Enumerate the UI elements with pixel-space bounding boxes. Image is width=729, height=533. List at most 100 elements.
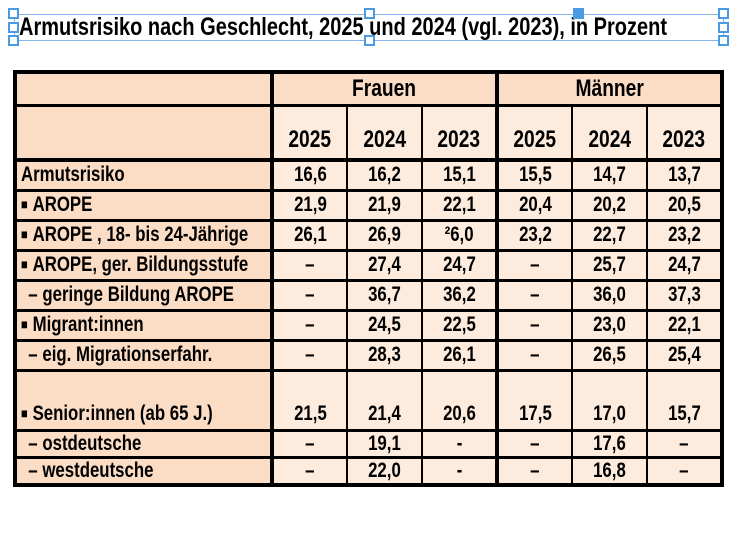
- value-cell: –: [495, 456, 573, 486]
- year-header: 2023: [646, 104, 723, 162]
- value-cell: -: [421, 456, 498, 486]
- selection-handle-bottom-mid[interactable]: [364, 35, 375, 46]
- row-label: AROPE , 18- bis 24-Jährige: [32, 223, 249, 246]
- value-cell: –: [495, 249, 573, 282]
- value-cell: 22,5: [421, 309, 498, 342]
- value-cell: 20,2: [571, 189, 648, 222]
- value-cell: –: [646, 456, 723, 486]
- value-cell: 37,3: [646, 279, 723, 312]
- value-cell: 36,2: [421, 279, 498, 312]
- table-row: – westdeutsche – 22,0 - – 16,8 –: [14, 456, 723, 486]
- corner-cell: [14, 71, 273, 107]
- value-cell: 23,2: [495, 219, 573, 252]
- year-header: 2023: [421, 104, 498, 162]
- row-marker: ■: [21, 196, 28, 212]
- table-row: ■ AROPE 21,9 21,9 22,1 20,4 20,2 20,5: [14, 189, 723, 222]
- group-header-row: Frauen Männer: [14, 71, 723, 107]
- row-label: geringe Bildung AROPE: [42, 283, 234, 306]
- year-header: 2025: [270, 104, 348, 162]
- value-cell: 17,5: [495, 369, 573, 432]
- value-cell: 26,5: [571, 339, 648, 372]
- value-cell: 36,7: [346, 279, 423, 312]
- row-marker: –: [28, 431, 38, 455]
- year-header: 2024: [346, 104, 423, 162]
- value-cell: –: [495, 309, 573, 342]
- value-cell: 21,9: [346, 189, 423, 222]
- table-row: ■ AROPE, ger. Bildungsstufe – 27,4 24,7 –…: [14, 249, 723, 282]
- value-cell: –: [270, 429, 348, 459]
- value-cell: 20,6: [421, 369, 498, 432]
- value-cell: 22,1: [421, 189, 498, 222]
- selection-handle-mid-right[interactable]: [718, 22, 729, 33]
- selection-handle-top-mid[interactable]: [364, 8, 375, 19]
- selection-handle-top-left[interactable]: [8, 8, 19, 19]
- row-marker: –: [28, 283, 38, 306]
- value-cell: –: [270, 456, 348, 486]
- value-cell: 17,6: [571, 429, 648, 459]
- value-cell: –: [495, 339, 573, 372]
- value-cell: 22,1: [646, 309, 723, 342]
- value-cell: 15,5: [495, 159, 573, 192]
- value-cell: 26,1: [270, 219, 348, 252]
- value-cell: 27,4: [346, 249, 423, 282]
- row-label: Senior:innen (ab 65 J.): [32, 401, 213, 425]
- year-header: 2024: [571, 104, 648, 162]
- row-label: eig. Migrationserfahr.: [42, 343, 213, 366]
- row-label: ostdeutsche: [42, 431, 142, 455]
- value-cell: 19,1: [346, 429, 423, 459]
- row-marker: –: [28, 343, 38, 366]
- value-cell: 24,7: [646, 249, 723, 282]
- table-row: Armutsrisiko 16,6 16,2 15,1 15,5 14,7 13…: [14, 159, 723, 192]
- value-cell: 24,7: [421, 249, 498, 282]
- anchor-handle-icon[interactable]: [573, 8, 584, 19]
- value-cell: 13,7: [646, 159, 723, 192]
- value-cell: 25,7: [571, 249, 648, 282]
- selection-handle-mid-left[interactable]: [8, 22, 19, 33]
- year-header-row: 2025 2024 2023 2025 2024 2023: [14, 104, 723, 162]
- value-cell: 23,0: [571, 309, 648, 342]
- selection-handle-top-right[interactable]: [718, 8, 729, 19]
- value-cell: –: [270, 309, 348, 342]
- row-label: AROPE, ger. Bildungsstufe: [32, 253, 249, 276]
- table-row: ■ Senior:innen (ab 65 J.) 21,5 21,4 20,6 …: [14, 369, 723, 432]
- page-title: Armutsrisiko nach Geschlecht, 2025 und 2…: [19, 13, 668, 41]
- value-cell: –: [495, 279, 573, 312]
- table-row: – eig. Migrationserfahr. – 28,3 26,1 – 26…: [14, 339, 723, 372]
- value-cell: 14,7: [571, 159, 648, 192]
- value-cell: 36,0: [571, 279, 648, 312]
- year-header: 2025: [495, 104, 573, 162]
- value-cell: –: [646, 429, 723, 459]
- value-cell: –: [495, 429, 573, 459]
- value-cell: 23,2: [646, 219, 723, 252]
- table-row: ■ Migrant:innen – 24,5 22,5 – 23,0 22,1: [14, 309, 723, 342]
- value-cell: ²6,0: [421, 219, 498, 252]
- value-cell: 15,1: [421, 159, 498, 192]
- value-cell: –: [270, 249, 348, 282]
- data-table: Frauen Männer 2025 2024 2023 2025 2024 2…: [13, 70, 724, 487]
- value-cell: 20,4: [495, 189, 573, 222]
- value-cell: 28,3: [346, 339, 423, 372]
- value-cell: –: [270, 279, 348, 312]
- table-row: – geringe Bildung AROPE – 36,7 36,2 – 36,…: [14, 279, 723, 312]
- value-cell: 22,0: [346, 456, 423, 486]
- value-cell: 16,2: [346, 159, 423, 192]
- row-marker: ■: [21, 226, 28, 242]
- value-cell: 26,9: [346, 219, 423, 252]
- selection-handle-bottom-left[interactable]: [8, 35, 19, 46]
- corner-cell: [14, 104, 273, 162]
- selection-handle-bottom-right[interactable]: [718, 35, 729, 46]
- value-cell: 15,7: [646, 369, 723, 432]
- value-cell: 26,1: [421, 339, 498, 372]
- group-header-maenner: Männer: [495, 71, 723, 107]
- value-cell: –: [270, 339, 348, 372]
- row-label: Migrant:innen: [32, 313, 144, 336]
- row-marker: ■: [21, 316, 28, 332]
- value-cell: 20,5: [646, 189, 723, 222]
- row-label: AROPE: [32, 193, 93, 216]
- value-cell: 16,8: [571, 456, 648, 486]
- row-marker: ■: [21, 256, 28, 272]
- value-cell: 21,4: [346, 369, 423, 432]
- table-row: – ostdeutsche – 19,1 - – 17,6 –: [14, 429, 723, 459]
- value-cell: 21,5: [270, 369, 348, 432]
- value-cell: 21,9: [270, 189, 348, 222]
